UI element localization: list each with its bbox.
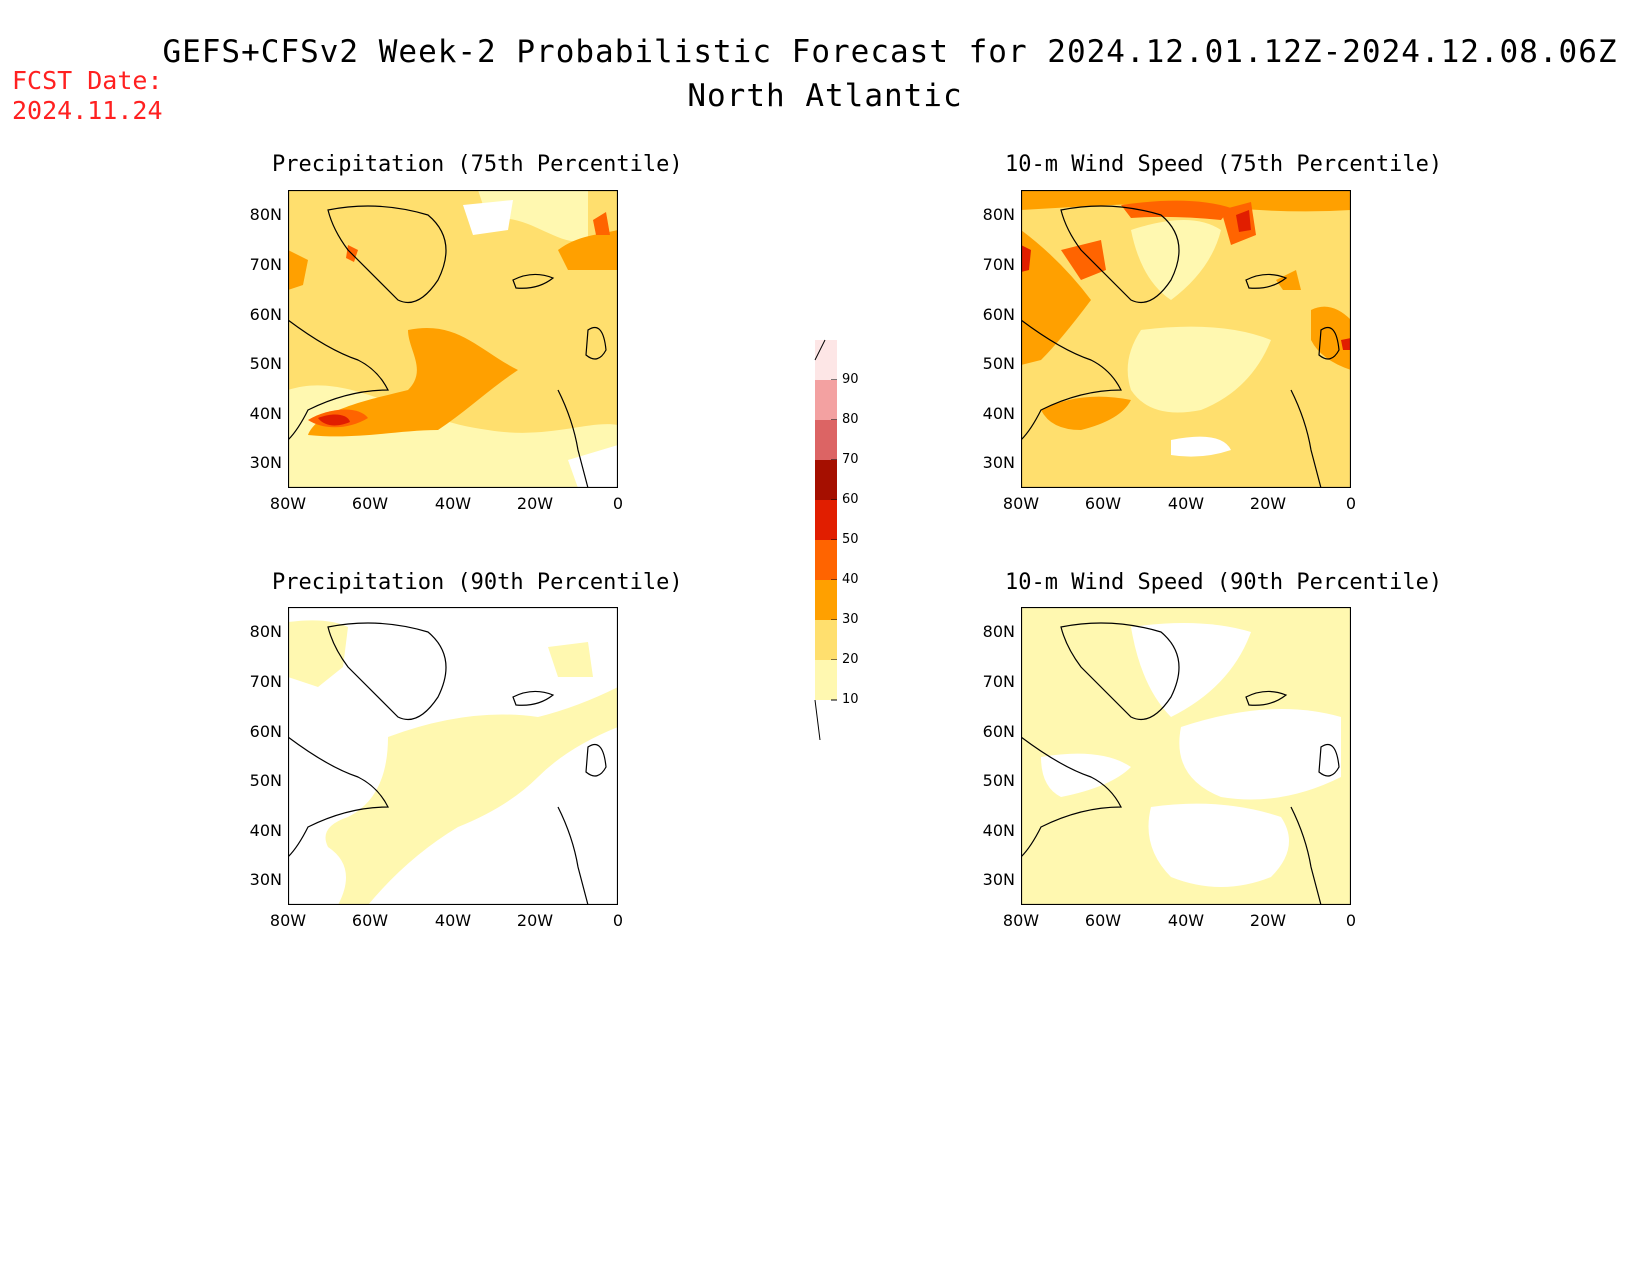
lat-label: 70N: [249, 255, 282, 274]
lon-label: 80W: [1002, 494, 1040, 513]
map-precip-75: [288, 190, 618, 488]
lon-label: 0: [1345, 911, 1357, 930]
lon-label: 40W: [434, 494, 472, 513]
colorbar-swatch: [815, 540, 837, 580]
lat-label: 60N: [249, 305, 282, 324]
lon-label: 0: [1345, 494, 1357, 513]
map-wind-90: [1021, 607, 1351, 905]
colorbar-label: 50: [842, 532, 859, 547]
figure-title: GEFS+CFSv2 Week-2 Probabilistic Forecast…: [162, 34, 1618, 70]
colorbar-label: 80: [842, 412, 859, 427]
fcst-date-label: FCST Date:: [12, 66, 163, 95]
colorbar-swatch: [815, 420, 837, 460]
panel-title-wind-90: 10-m Wind Speed (90th Percentile): [1005, 570, 1443, 595]
colorbar-label: 20: [842, 652, 859, 667]
lon-label: 40W: [434, 911, 472, 930]
lat-label: 80N: [249, 622, 282, 641]
colorbar-label: 70: [842, 452, 859, 467]
map-precip-90: [288, 607, 618, 905]
colorbar-swatch: [815, 460, 837, 500]
lat-label: 40N: [982, 404, 1015, 423]
panel-title-precip-75: Precipitation (75th Percentile): [272, 152, 683, 177]
lat-label: 50N: [982, 771, 1015, 790]
lat-label: 70N: [982, 672, 1015, 691]
colorbar-label: 10: [842, 692, 859, 707]
lat-label: 70N: [249, 672, 282, 691]
lat-label: 60N: [982, 722, 1015, 741]
colorbar-label: 60: [842, 492, 859, 507]
colorbar-swatch: [815, 340, 837, 380]
panel-title-precip-90: Precipitation (90th Percentile): [272, 570, 683, 595]
colorbar-swatch: [815, 500, 837, 540]
lon-label: 20W: [1249, 494, 1287, 513]
lon-label: 0: [612, 911, 624, 930]
lon-label: 20W: [516, 911, 554, 930]
lat-label: 30N: [982, 453, 1015, 472]
lon-label: 40W: [1167, 911, 1205, 930]
lat-label: 30N: [249, 453, 282, 472]
map-wind-75: [1021, 190, 1351, 488]
lon-label: 80W: [1002, 911, 1040, 930]
lon-label: 80W: [269, 494, 307, 513]
lon-label: 60W: [351, 494, 389, 513]
panel-title-wind-75: 10-m Wind Speed (75th Percentile): [1005, 152, 1443, 177]
colorbar-label: 30: [842, 612, 859, 627]
lat-label: 30N: [249, 870, 282, 889]
colorbar: [814, 339, 837, 741]
lat-label: 70N: [982, 255, 1015, 274]
lon-label: 20W: [516, 494, 554, 513]
lat-label: 40N: [249, 404, 282, 423]
lat-label: 50N: [249, 354, 282, 373]
lat-label: 60N: [249, 722, 282, 741]
lat-label: 80N: [982, 622, 1015, 641]
figure-subtitle: North Atlantic: [687, 78, 963, 114]
colorbar-label: 40: [842, 572, 859, 587]
fcst-date-value: 2024.11.24: [12, 96, 163, 125]
lon-label: 60W: [1084, 494, 1122, 513]
lat-label: 60N: [982, 305, 1015, 324]
lat-label: 50N: [982, 354, 1015, 373]
lat-label: 50N: [249, 771, 282, 790]
colorbar-label: 90: [842, 372, 859, 387]
colorbar-swatch: [815, 620, 837, 660]
colorbar-swatch: [815, 580, 837, 620]
colorbar-swatch: [815, 660, 837, 700]
lon-label: 40W: [1167, 494, 1205, 513]
lon-label: 80W: [269, 911, 307, 930]
lon-label: 60W: [351, 911, 389, 930]
lon-label: 20W: [1249, 911, 1287, 930]
lon-label: 60W: [1084, 911, 1122, 930]
colorbar-swatch: [815, 380, 837, 420]
lat-label: 40N: [249, 821, 282, 840]
lat-label: 80N: [249, 205, 282, 224]
lon-label: 0: [612, 494, 624, 513]
lat-label: 40N: [982, 821, 1015, 840]
lat-label: 30N: [982, 870, 1015, 889]
lat-label: 80N: [982, 205, 1015, 224]
